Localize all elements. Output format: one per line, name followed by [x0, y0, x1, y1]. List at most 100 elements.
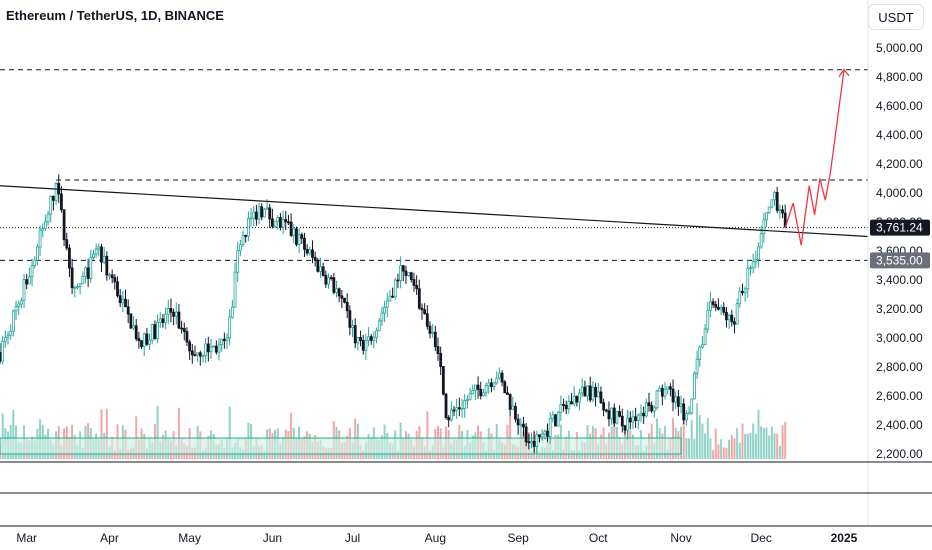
candle-body [770, 199, 774, 208]
candle-body [628, 417, 632, 423]
candle-body [361, 340, 365, 351]
candle-body [105, 255, 109, 276]
candle-body [54, 183, 58, 201]
volume-bar [760, 426, 763, 459]
candle-body [634, 416, 638, 421]
candle-body [174, 311, 178, 317]
candle-body [324, 275, 328, 285]
candle-body [401, 265, 405, 272]
x-tick-label: Nov [670, 531, 691, 545]
candle-body [287, 221, 290, 224]
volume-bar [642, 450, 645, 459]
y-tick-label: 2,400.00 [876, 418, 923, 432]
candle-body [490, 382, 493, 388]
candle-body [94, 248, 98, 255]
candle-body [3, 336, 7, 342]
volume-bar [201, 450, 204, 459]
projection-path [784, 68, 850, 246]
candle-body [311, 249, 314, 258]
candle-body [201, 355, 205, 357]
candle-body [100, 246, 103, 263]
candle-body [754, 258, 758, 263]
candle-body [60, 193, 63, 211]
candle-body [121, 298, 125, 304]
y-tick-label: 5,000.00 [876, 41, 923, 55]
projection-line [784, 69, 845, 246]
candle-body [369, 336, 373, 341]
candle-body [636, 414, 640, 421]
candle-body [295, 228, 298, 245]
candle-body [444, 393, 448, 418]
candle-body [543, 430, 547, 435]
volume-bar [744, 433, 747, 459]
candle-body [500, 372, 504, 383]
candle-body [743, 288, 747, 294]
volume-bar [709, 438, 712, 459]
price-badges: 3,761.24 3,535.00 [870, 219, 930, 269]
candle-body [449, 409, 453, 421]
candle-body [169, 307, 173, 313]
candle-body [1, 340, 5, 362]
volume-bar [362, 450, 365, 459]
candle-body [655, 390, 659, 409]
candle-body [351, 325, 354, 328]
candle-body [749, 267, 752, 270]
candle-body [27, 276, 31, 285]
candle-body [297, 234, 301, 245]
accumulation-range [0, 437, 682, 455]
candle-body [385, 300, 389, 308]
candle-body [300, 234, 304, 239]
candle-body [583, 386, 587, 397]
candle-body [375, 330, 378, 338]
candle-body [698, 346, 702, 360]
volume-bar [754, 433, 757, 459]
candle-body [209, 346, 213, 353]
candle-body [706, 310, 710, 330]
candle-body [340, 295, 344, 299]
candle-body [222, 338, 226, 342]
candle-body [620, 415, 624, 427]
horizontal-levels [0, 69, 868, 261]
candle-body [345, 301, 349, 312]
candle-body [35, 246, 39, 261]
candle-body [81, 275, 85, 285]
candle-body [514, 405, 517, 420]
candle-body [303, 237, 306, 250]
candle-body [711, 301, 715, 305]
candle-body [516, 418, 520, 426]
volume-bar [773, 433, 776, 459]
candle-body [158, 318, 162, 323]
candle-body [150, 324, 154, 341]
candle-body [676, 396, 680, 407]
candle-body [433, 331, 437, 348]
candle-body [639, 412, 643, 416]
candle-body [377, 320, 381, 332]
candle-body [177, 311, 181, 329]
candle-body [164, 313, 167, 324]
candle-body [279, 217, 282, 228]
volume-bar [396, 450, 399, 459]
candle-body [17, 303, 21, 307]
candle-body [532, 440, 536, 447]
candle-body [137, 338, 141, 342]
volume-bar [720, 439, 723, 459]
candle-body [9, 330, 13, 336]
volume-bar [784, 421, 787, 459]
currency-button[interactable]: USDT [868, 4, 924, 30]
volume-bar [573, 450, 576, 459]
candle-body [52, 195, 55, 201]
candle-body [118, 295, 122, 304]
candle-body [759, 233, 763, 248]
candle-body [428, 325, 432, 334]
candle-body [308, 249, 312, 254]
candle-body [244, 235, 248, 237]
candle-body [193, 354, 197, 357]
candle-body [757, 246, 760, 260]
candle-body [452, 409, 456, 412]
candle-body [265, 207, 269, 210]
candle-body [38, 229, 42, 248]
candle-body [495, 377, 499, 384]
volume-bar [722, 447, 725, 459]
candle-body [647, 402, 651, 406]
